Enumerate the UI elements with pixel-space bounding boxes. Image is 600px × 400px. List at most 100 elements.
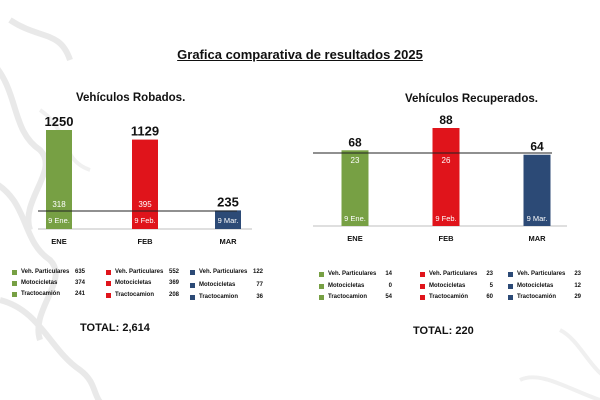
- legend-label: Veh. Particulares: [115, 269, 164, 275]
- legend-value: 635: [74, 269, 85, 275]
- legend-value: 241: [74, 291, 85, 297]
- recovered-date-label: 9 Feb.: [435, 214, 456, 223]
- legend-value: 14: [385, 271, 392, 277]
- legend-value: 60: [486, 294, 493, 300]
- stolen-value-label: 235: [217, 194, 239, 209]
- legend-swatch: [508, 271, 513, 277]
- recovered-date-label: 9 Ene.: [344, 214, 366, 223]
- legend-swatch: [420, 283, 425, 289]
- legend-value: 5: [489, 283, 493, 289]
- stolen-category-label: FEB: [138, 237, 154, 246]
- legend-row: Tractocamión 241: [12, 291, 85, 297]
- legend-swatch: [12, 280, 17, 286]
- legend-value: 23: [486, 271, 493, 277]
- stolen-bar-ene: [46, 130, 72, 229]
- legend-row: Veh. Particulares 552: [106, 269, 179, 275]
- legend-swatch: [106, 269, 111, 275]
- legend-label: Tractocamion: [199, 294, 239, 300]
- legend-label: Motocicletas: [429, 283, 466, 289]
- stolen-value-label: 1250: [45, 114, 74, 129]
- stolen-date-label: 9 Mar.: [218, 216, 239, 225]
- legend-swatch: [319, 294, 324, 300]
- legend-label: Veh. Particulares: [517, 271, 566, 277]
- stolen-bar-feb: [132, 139, 158, 229]
- legend-row: Tractocamion 208: [106, 292, 179, 298]
- legend-swatch: [190, 282, 195, 288]
- recovered-value-label: 88: [439, 113, 453, 127]
- legend-label: Tractocamión: [21, 291, 61, 297]
- legend-swatch: [190, 294, 195, 300]
- legend-value: 12: [574, 283, 581, 289]
- recovered-date-label: 9 Mar.: [527, 214, 548, 223]
- page-title: Grafica comparativa de resultados 2025: [177, 47, 423, 62]
- legend-label: Tractocamion: [115, 292, 155, 298]
- legend-label: Motocicletas: [328, 283, 365, 289]
- legend-label: Tractocamion: [328, 294, 368, 300]
- legend-value: 369: [168, 280, 179, 286]
- legend-value: 208: [168, 292, 179, 298]
- recovered-value-label: 68: [348, 135, 362, 149]
- recovered-bar-feb: [432, 128, 460, 226]
- recovered-bar-mar: [523, 154, 551, 226]
- legend-value: 77: [256, 282, 263, 288]
- stolen-date-label: 9 Feb.: [134, 216, 155, 225]
- stolen-inner-value: 318: [52, 200, 66, 209]
- stolen-category-label: ENE: [51, 237, 66, 246]
- recovered-inner-value: 26: [442, 156, 451, 165]
- legend-label: Motocicletas: [517, 283, 554, 289]
- legend-label: Veh. Particulares: [328, 271, 377, 277]
- legend-value: 54: [385, 294, 392, 300]
- recovered-category-label: ENE: [347, 234, 362, 243]
- recovered-bar-ene: [341, 150, 369, 226]
- legend-row: Motocicletas 77: [190, 282, 263, 288]
- legend-swatch: [190, 269, 195, 275]
- legend-row: Veh. Particulares 635: [12, 269, 85, 275]
- legend-row: Veh. Particulares 23: [420, 271, 493, 277]
- stolen-category-label: MAR: [219, 237, 237, 246]
- legend-swatch: [106, 280, 111, 286]
- legend-row: Veh. Particulares 23: [508, 271, 581, 277]
- legend-label: Veh. Particulares: [429, 271, 478, 277]
- legend-label: Motocicletas: [199, 282, 236, 288]
- legend-row: Motocicletas 369: [106, 280, 179, 286]
- recovered-inner-value: 23: [351, 156, 360, 165]
- recovered-value-label: 64: [530, 140, 544, 154]
- legend-value: 29: [574, 294, 581, 300]
- legend-value: 23: [574, 271, 581, 277]
- legend-swatch: [319, 271, 324, 277]
- recovered-category-label: MAR: [528, 234, 546, 243]
- legend-row: Tractocamión 29: [508, 294, 581, 300]
- stolen-total: TOTAL: 2,614: [80, 322, 150, 334]
- legend-value: 122: [252, 269, 263, 275]
- legend-label: Motocicletas: [115, 280, 152, 286]
- legend-swatch: [420, 294, 425, 300]
- recovered-category-label: FEB: [439, 234, 455, 243]
- legend-swatch: [319, 283, 324, 289]
- legend-swatch: [508, 294, 513, 300]
- legend-label: Tractocamión: [517, 294, 557, 300]
- legend-label: Motocicletas: [21, 280, 58, 286]
- stolen-chart-subtitle: Vehículos Robados.: [76, 92, 186, 104]
- legend-label: Veh. Particulares: [199, 269, 248, 275]
- stolen-bar-mar: [215, 210, 241, 229]
- legend-row: Tractocamion 54: [319, 294, 392, 300]
- legend-value: 0: [388, 283, 392, 289]
- stolen-date-label: 9 Ene.: [48, 216, 70, 225]
- legend-row: Motocicletas 12: [508, 283, 581, 289]
- legend-swatch: [420, 271, 425, 277]
- legend-label: Tractocamión: [429, 294, 469, 300]
- stolen-inner-value: 395: [138, 200, 152, 209]
- legend-value: 552: [168, 269, 179, 275]
- legend-label: Veh. Particulares: [21, 269, 70, 275]
- legend-swatch: [12, 269, 17, 275]
- legend-row: Motocicletas 5: [420, 283, 493, 289]
- recovered-total: TOTAL: 220: [413, 325, 474, 337]
- legend-value: 374: [74, 280, 85, 286]
- legend-row: Veh. Particulares 122: [190, 269, 263, 275]
- recovered-chart-subtitle: Vehículos Recuperados.: [405, 93, 538, 105]
- legend-row: Motocicletas 0: [319, 283, 392, 289]
